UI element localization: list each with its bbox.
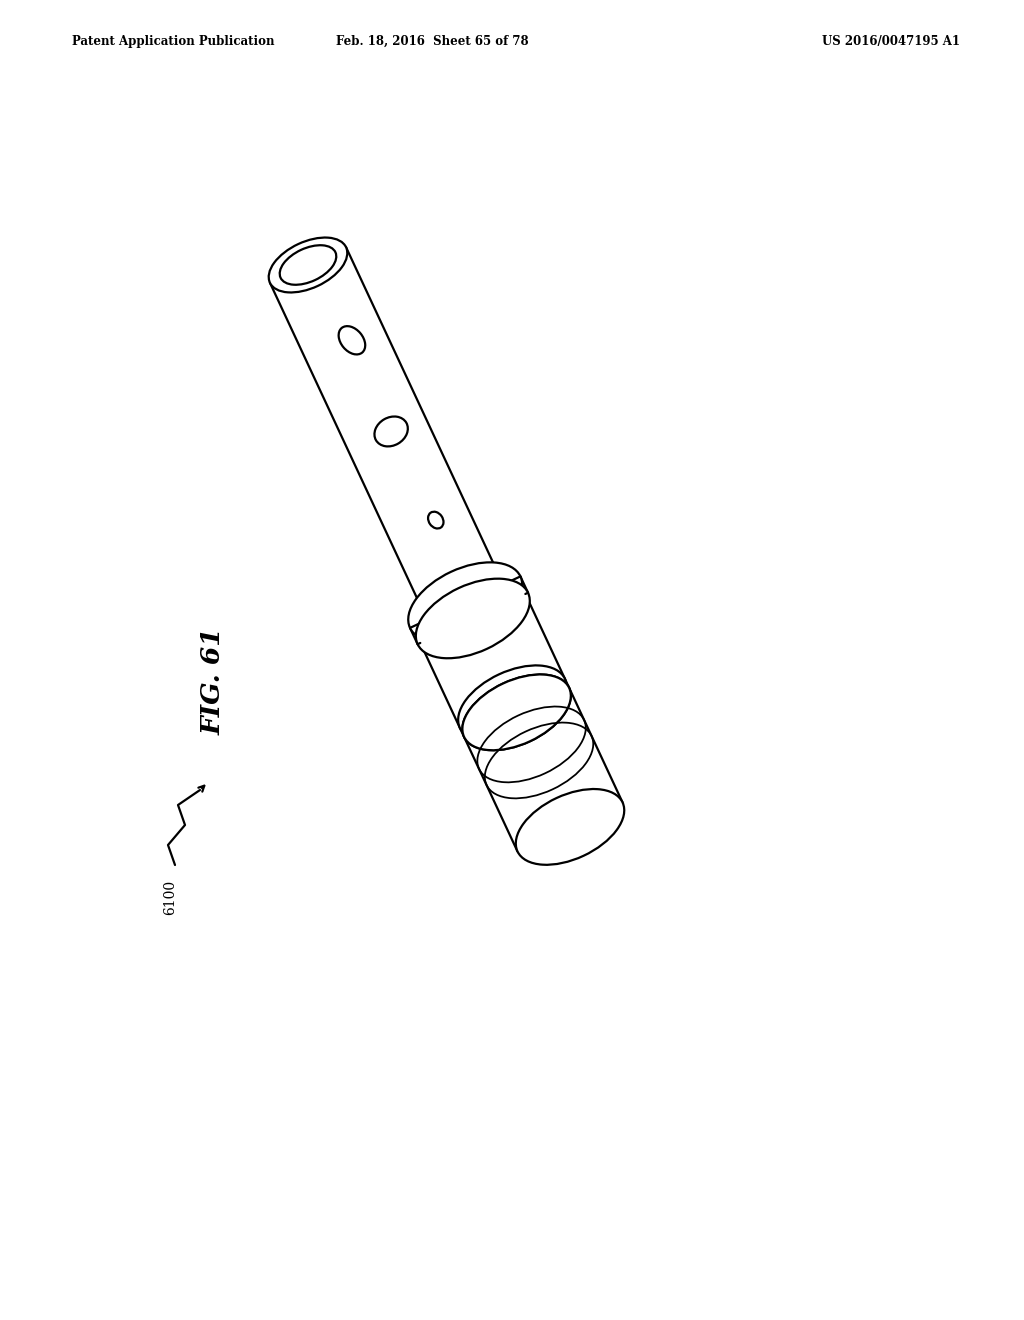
Polygon shape <box>420 594 565 727</box>
Polygon shape <box>464 688 623 851</box>
Ellipse shape <box>516 789 625 865</box>
Ellipse shape <box>339 326 366 355</box>
Text: Patent Application Publication: Patent Application Publication <box>72 36 274 48</box>
Ellipse shape <box>428 512 443 528</box>
Polygon shape <box>270 247 503 620</box>
Text: US 2016/0047195 A1: US 2016/0047195 A1 <box>822 36 961 48</box>
Ellipse shape <box>463 675 570 750</box>
Polygon shape <box>410 577 528 644</box>
Ellipse shape <box>416 578 529 659</box>
Ellipse shape <box>458 665 566 741</box>
Ellipse shape <box>375 417 408 446</box>
Text: Feb. 18, 2016  Sheet 65 of 78: Feb. 18, 2016 Sheet 65 of 78 <box>336 36 528 48</box>
Ellipse shape <box>280 246 336 285</box>
Ellipse shape <box>409 562 522 642</box>
Text: FIG. 61: FIG. 61 <box>201 627 225 735</box>
Text: 6100: 6100 <box>163 880 177 915</box>
Ellipse shape <box>463 675 570 750</box>
Ellipse shape <box>268 238 347 293</box>
